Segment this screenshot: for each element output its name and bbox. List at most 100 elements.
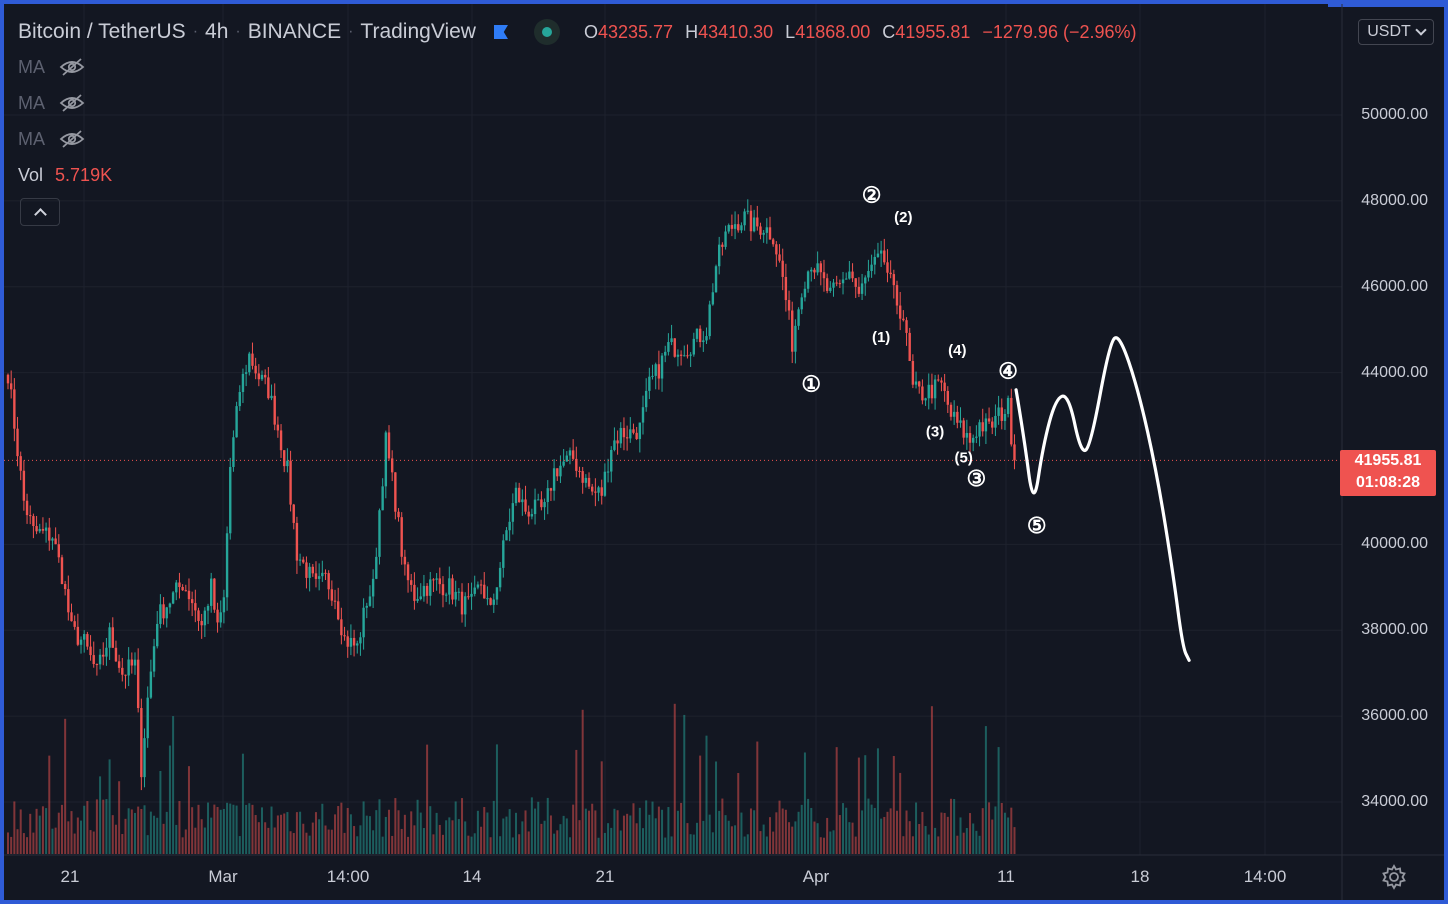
volume-bar xyxy=(362,801,365,854)
candle-body xyxy=(136,659,140,709)
candle-body xyxy=(111,627,114,648)
candle-body xyxy=(571,450,575,459)
candle-body xyxy=(492,599,495,605)
ma-indicator-3[interactable]: MA xyxy=(18,128,85,150)
volume-bar xyxy=(419,812,422,854)
volume-bar xyxy=(638,807,641,854)
volume-bar xyxy=(613,808,616,854)
candle-body xyxy=(260,374,264,380)
candle-body xyxy=(876,253,880,258)
candle-body xyxy=(537,499,540,501)
wave-label: ② xyxy=(862,182,882,207)
candle-body xyxy=(286,460,289,467)
volume-bar xyxy=(819,837,822,854)
volume-bar xyxy=(667,807,670,854)
volume-bar xyxy=(197,804,200,854)
candle-body xyxy=(368,596,372,606)
interval[interactable]: 4h xyxy=(205,20,229,43)
y-tick-label: 44000.00 xyxy=(1361,364,1428,381)
flag-icon[interactable] xyxy=(493,25,508,39)
ma-label: MA xyxy=(18,92,45,113)
volume-bar xyxy=(219,809,222,854)
candle-body xyxy=(683,355,686,357)
candle-body xyxy=(470,593,473,597)
volume-bar xyxy=(60,804,63,854)
candle-body xyxy=(378,510,381,557)
open-value: 43235.77 xyxy=(597,21,674,42)
volume-bar xyxy=(254,815,257,854)
candle-body xyxy=(902,318,905,321)
collapse-legend-button[interactable] xyxy=(20,198,60,226)
candle-body xyxy=(292,504,295,523)
symbol-name[interactable]: Bitcoin / TetherUS xyxy=(18,20,186,43)
candle-body xyxy=(330,589,334,601)
eye-hidden-icon[interactable] xyxy=(59,129,85,149)
volume-bar xyxy=(200,819,203,854)
volume-bar xyxy=(391,835,394,854)
volume-bar xyxy=(461,798,464,854)
candle-body xyxy=(200,620,203,626)
candle-body xyxy=(914,381,918,385)
volume-bar xyxy=(210,817,213,854)
volume-bar xyxy=(753,810,756,854)
candle-body xyxy=(730,225,734,229)
volume-bar xyxy=(235,805,238,854)
candle-body xyxy=(133,659,137,666)
volume-bar xyxy=(451,820,454,854)
volume-bar xyxy=(413,825,416,854)
gear-icon[interactable] xyxy=(1381,864,1407,890)
candle-body xyxy=(965,433,969,438)
candle-body xyxy=(203,610,207,626)
ma-label: MA xyxy=(18,128,45,149)
candle-body xyxy=(432,579,435,581)
volume-bar xyxy=(207,802,210,854)
volume-bar xyxy=(708,814,711,854)
volume-bar xyxy=(19,809,22,854)
candle-body xyxy=(806,271,810,289)
price-chart[interactable]: ① ② ③ ④ ⑤ (1) (2) (3) (4) (5) xyxy=(4,4,1444,900)
candle-body xyxy=(778,254,781,261)
candle-body xyxy=(752,217,756,232)
eye-hidden-icon[interactable] xyxy=(59,93,85,113)
volume-bar xyxy=(908,821,911,854)
candle-body xyxy=(257,373,261,380)
candle-body xyxy=(635,432,638,439)
candle-body xyxy=(559,465,562,477)
volume-bar xyxy=(441,834,444,854)
volume-bar xyxy=(991,819,994,854)
volume-bar xyxy=(654,818,657,854)
volume-bar xyxy=(83,805,86,854)
volume-bar xyxy=(448,817,451,854)
volume-bar xyxy=(543,820,546,854)
market-status-icon xyxy=(533,19,560,45)
candle-body xyxy=(587,477,591,487)
eye-hidden-icon[interactable] xyxy=(59,57,85,77)
currency-selector[interactable]: USDT xyxy=(1358,19,1434,45)
volume-bar xyxy=(530,797,533,854)
volume-bar xyxy=(864,755,867,854)
candle-body xyxy=(648,376,651,391)
candle-body xyxy=(543,502,546,508)
candle-body xyxy=(987,418,991,422)
candle-body xyxy=(295,522,299,561)
volume-bar xyxy=(629,815,632,854)
volume-bar xyxy=(35,808,38,854)
candle-body xyxy=(848,271,851,279)
candle-body xyxy=(190,599,194,604)
volume-bar xyxy=(619,830,622,854)
volume-bar xyxy=(829,831,832,854)
volume-bar xyxy=(845,807,848,854)
candle-body xyxy=(9,383,13,390)
volume-bar xyxy=(92,831,95,854)
volume-bar xyxy=(730,826,733,854)
ma-indicator-2[interactable]: MA xyxy=(18,92,85,114)
x-tick-label: Apr xyxy=(802,867,830,886)
candle-body xyxy=(835,282,838,284)
candle-body xyxy=(41,528,45,531)
volume-indicator[interactable]: Vol 5.719K xyxy=(18,164,112,186)
volume-bar xyxy=(54,827,57,854)
volume-bar xyxy=(124,818,127,854)
ma-indicator-1[interactable]: MA xyxy=(18,56,85,78)
volume-bar xyxy=(10,836,13,854)
candle-body xyxy=(340,619,343,636)
